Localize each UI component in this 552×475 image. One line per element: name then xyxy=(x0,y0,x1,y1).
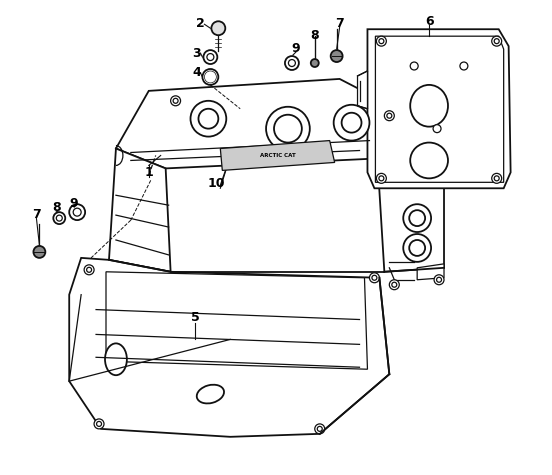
Text: 5: 5 xyxy=(191,311,200,324)
Circle shape xyxy=(331,50,343,62)
Text: 8: 8 xyxy=(52,200,61,214)
Text: ARCTIC CAT: ARCTIC CAT xyxy=(260,153,296,158)
Polygon shape xyxy=(375,36,503,182)
Circle shape xyxy=(389,280,399,290)
Polygon shape xyxy=(116,79,397,169)
Polygon shape xyxy=(69,258,389,437)
Circle shape xyxy=(87,267,92,272)
Circle shape xyxy=(206,73,214,81)
Circle shape xyxy=(460,62,468,70)
Circle shape xyxy=(56,215,62,221)
Circle shape xyxy=(207,54,214,60)
Circle shape xyxy=(289,59,295,66)
Circle shape xyxy=(34,246,45,258)
Polygon shape xyxy=(368,29,511,188)
Circle shape xyxy=(404,204,431,232)
Circle shape xyxy=(311,59,319,67)
Circle shape xyxy=(333,105,369,141)
Circle shape xyxy=(372,276,377,280)
Text: 10: 10 xyxy=(208,177,225,190)
Circle shape xyxy=(437,277,442,282)
Circle shape xyxy=(379,38,384,44)
Circle shape xyxy=(376,173,386,183)
Circle shape xyxy=(392,282,397,287)
Ellipse shape xyxy=(410,142,448,178)
Circle shape xyxy=(342,113,362,133)
Circle shape xyxy=(173,98,178,103)
Circle shape xyxy=(266,107,310,151)
Circle shape xyxy=(285,56,299,70)
Polygon shape xyxy=(378,109,444,272)
Text: 4: 4 xyxy=(192,66,201,79)
Circle shape xyxy=(211,21,225,35)
Circle shape xyxy=(274,115,302,142)
Circle shape xyxy=(376,36,386,46)
Text: 3: 3 xyxy=(192,47,201,59)
Circle shape xyxy=(203,69,219,85)
Polygon shape xyxy=(358,71,368,109)
Circle shape xyxy=(409,240,425,256)
Text: 1: 1 xyxy=(145,166,153,179)
Circle shape xyxy=(97,421,102,427)
Circle shape xyxy=(69,204,85,220)
Circle shape xyxy=(204,50,217,64)
Text: 2: 2 xyxy=(196,17,205,30)
Circle shape xyxy=(404,234,431,262)
Circle shape xyxy=(433,124,441,133)
Polygon shape xyxy=(220,141,335,171)
Text: 6: 6 xyxy=(425,15,433,28)
Ellipse shape xyxy=(197,385,224,403)
Circle shape xyxy=(199,109,219,129)
Text: 9: 9 xyxy=(291,42,300,55)
Text: 9: 9 xyxy=(70,197,78,209)
Text: 7: 7 xyxy=(335,17,344,30)
Circle shape xyxy=(409,210,425,226)
Circle shape xyxy=(434,275,444,285)
Polygon shape xyxy=(106,272,368,369)
Polygon shape xyxy=(417,264,444,280)
Circle shape xyxy=(494,38,499,44)
Circle shape xyxy=(410,62,418,70)
Circle shape xyxy=(317,427,322,431)
Circle shape xyxy=(73,208,81,216)
Circle shape xyxy=(387,113,392,118)
Circle shape xyxy=(94,419,104,429)
Polygon shape xyxy=(109,149,171,272)
Circle shape xyxy=(494,176,499,181)
Circle shape xyxy=(315,424,325,434)
Text: 8: 8 xyxy=(310,28,319,42)
Circle shape xyxy=(369,273,379,283)
Text: 7: 7 xyxy=(32,208,41,220)
Ellipse shape xyxy=(410,85,448,127)
Circle shape xyxy=(384,111,394,121)
Ellipse shape xyxy=(105,343,127,375)
Circle shape xyxy=(492,36,502,46)
Circle shape xyxy=(379,176,384,181)
Circle shape xyxy=(204,71,216,83)
Circle shape xyxy=(84,265,94,275)
Circle shape xyxy=(492,173,502,183)
Circle shape xyxy=(171,96,181,106)
Circle shape xyxy=(54,212,65,224)
Circle shape xyxy=(190,101,226,137)
